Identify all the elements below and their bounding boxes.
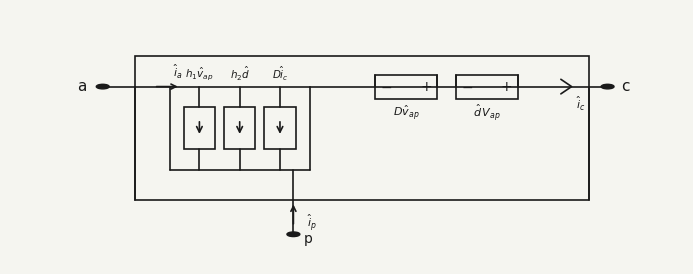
Bar — [184, 107, 215, 149]
Text: $+$: $+$ — [420, 80, 432, 94]
Bar — [456, 75, 518, 99]
Text: $-$: $-$ — [380, 80, 392, 94]
Bar — [376, 75, 437, 99]
Text: $h_1\hat{v}_{ap}$: $h_1\hat{v}_{ap}$ — [185, 66, 213, 82]
Text: $D\hat{i}_c$: $D\hat{i}_c$ — [272, 65, 288, 83]
Bar — [265, 107, 295, 149]
Text: p: p — [304, 232, 313, 246]
Text: $\hat{i}_a$: $\hat{i}_a$ — [173, 63, 183, 81]
Circle shape — [96, 84, 109, 89]
Text: $\hat{i}_p$: $\hat{i}_p$ — [307, 212, 317, 233]
Text: $+$: $+$ — [500, 80, 513, 94]
Text: $h_2\hat{d}$: $h_2\hat{d}$ — [229, 65, 249, 83]
Bar — [224, 107, 255, 149]
Text: $\hat{d}\,V_{ap}$: $\hat{d}\,V_{ap}$ — [473, 102, 500, 123]
Text: a: a — [77, 79, 87, 94]
Text: $-$: $-$ — [461, 80, 473, 94]
Text: $D\hat{v}_{ap}$: $D\hat{v}_{ap}$ — [393, 103, 419, 122]
Text: c: c — [621, 79, 629, 94]
Circle shape — [601, 84, 614, 89]
Circle shape — [287, 232, 300, 236]
Bar — [135, 56, 589, 200]
Text: $\hat{i}_c$: $\hat{i}_c$ — [576, 95, 586, 113]
